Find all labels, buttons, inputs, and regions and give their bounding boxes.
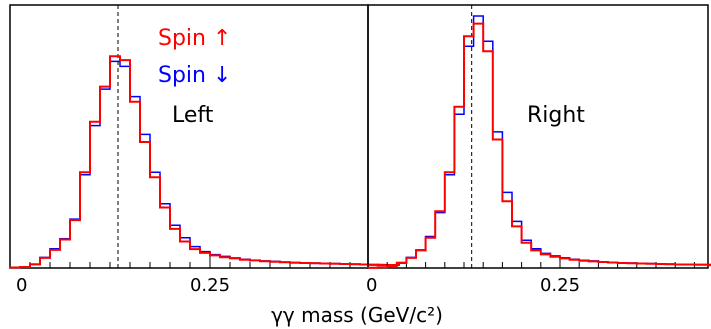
right-tick-label-0.25: 0.25	[540, 275, 580, 296]
right-spin-down-histogram	[367, 15, 711, 269]
left-spin-up-histogram	[9, 55, 400, 269]
left-spin-down-histogram	[9, 60, 400, 269]
right-tick-label-0: 0	[366, 275, 377, 296]
right-panel: Right 0 0.25	[366, 4, 711, 296]
legend-spin-up: Spin ↑	[158, 26, 231, 51]
legend-spin-down: Spin ↓	[158, 63, 231, 88]
left-panel: Spin ↑ Spin ↓ Left 0 0.25	[9, 4, 400, 296]
x-axis-label: γγ mass (GeV/c²)	[271, 303, 443, 327]
right-panel-frame	[367, 4, 709, 269]
left-panel-label: Left	[172, 103, 214, 128]
left-tick-label-0.25: 0.25	[190, 275, 230, 296]
left-tick-label-0: 0	[16, 275, 27, 296]
right-spin-up-histogram	[367, 22, 711, 269]
left-x-ticks	[9, 256, 351, 268]
right-panel-label: Right	[527, 103, 585, 128]
